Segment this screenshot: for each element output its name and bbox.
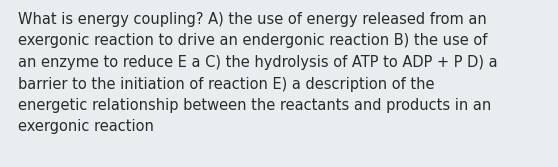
Text: What is energy coupling? A) the use of energy released from an: What is energy coupling? A) the use of e… xyxy=(18,12,487,27)
Text: exergonic reaction to drive an endergonic reaction B) the use of: exergonic reaction to drive an endergoni… xyxy=(18,34,487,48)
Text: energetic relationship between the reactants and products in an: energetic relationship between the react… xyxy=(18,98,491,113)
Text: an enzyme to reduce E a C) the hydrolysis of ATP to ADP + P D) a: an enzyme to reduce E a C) the hydrolysi… xyxy=(18,55,498,70)
Text: barrier to the initiation of reaction E) a description of the: barrier to the initiation of reaction E)… xyxy=(18,76,435,92)
Text: exergonic reaction: exergonic reaction xyxy=(18,120,154,134)
